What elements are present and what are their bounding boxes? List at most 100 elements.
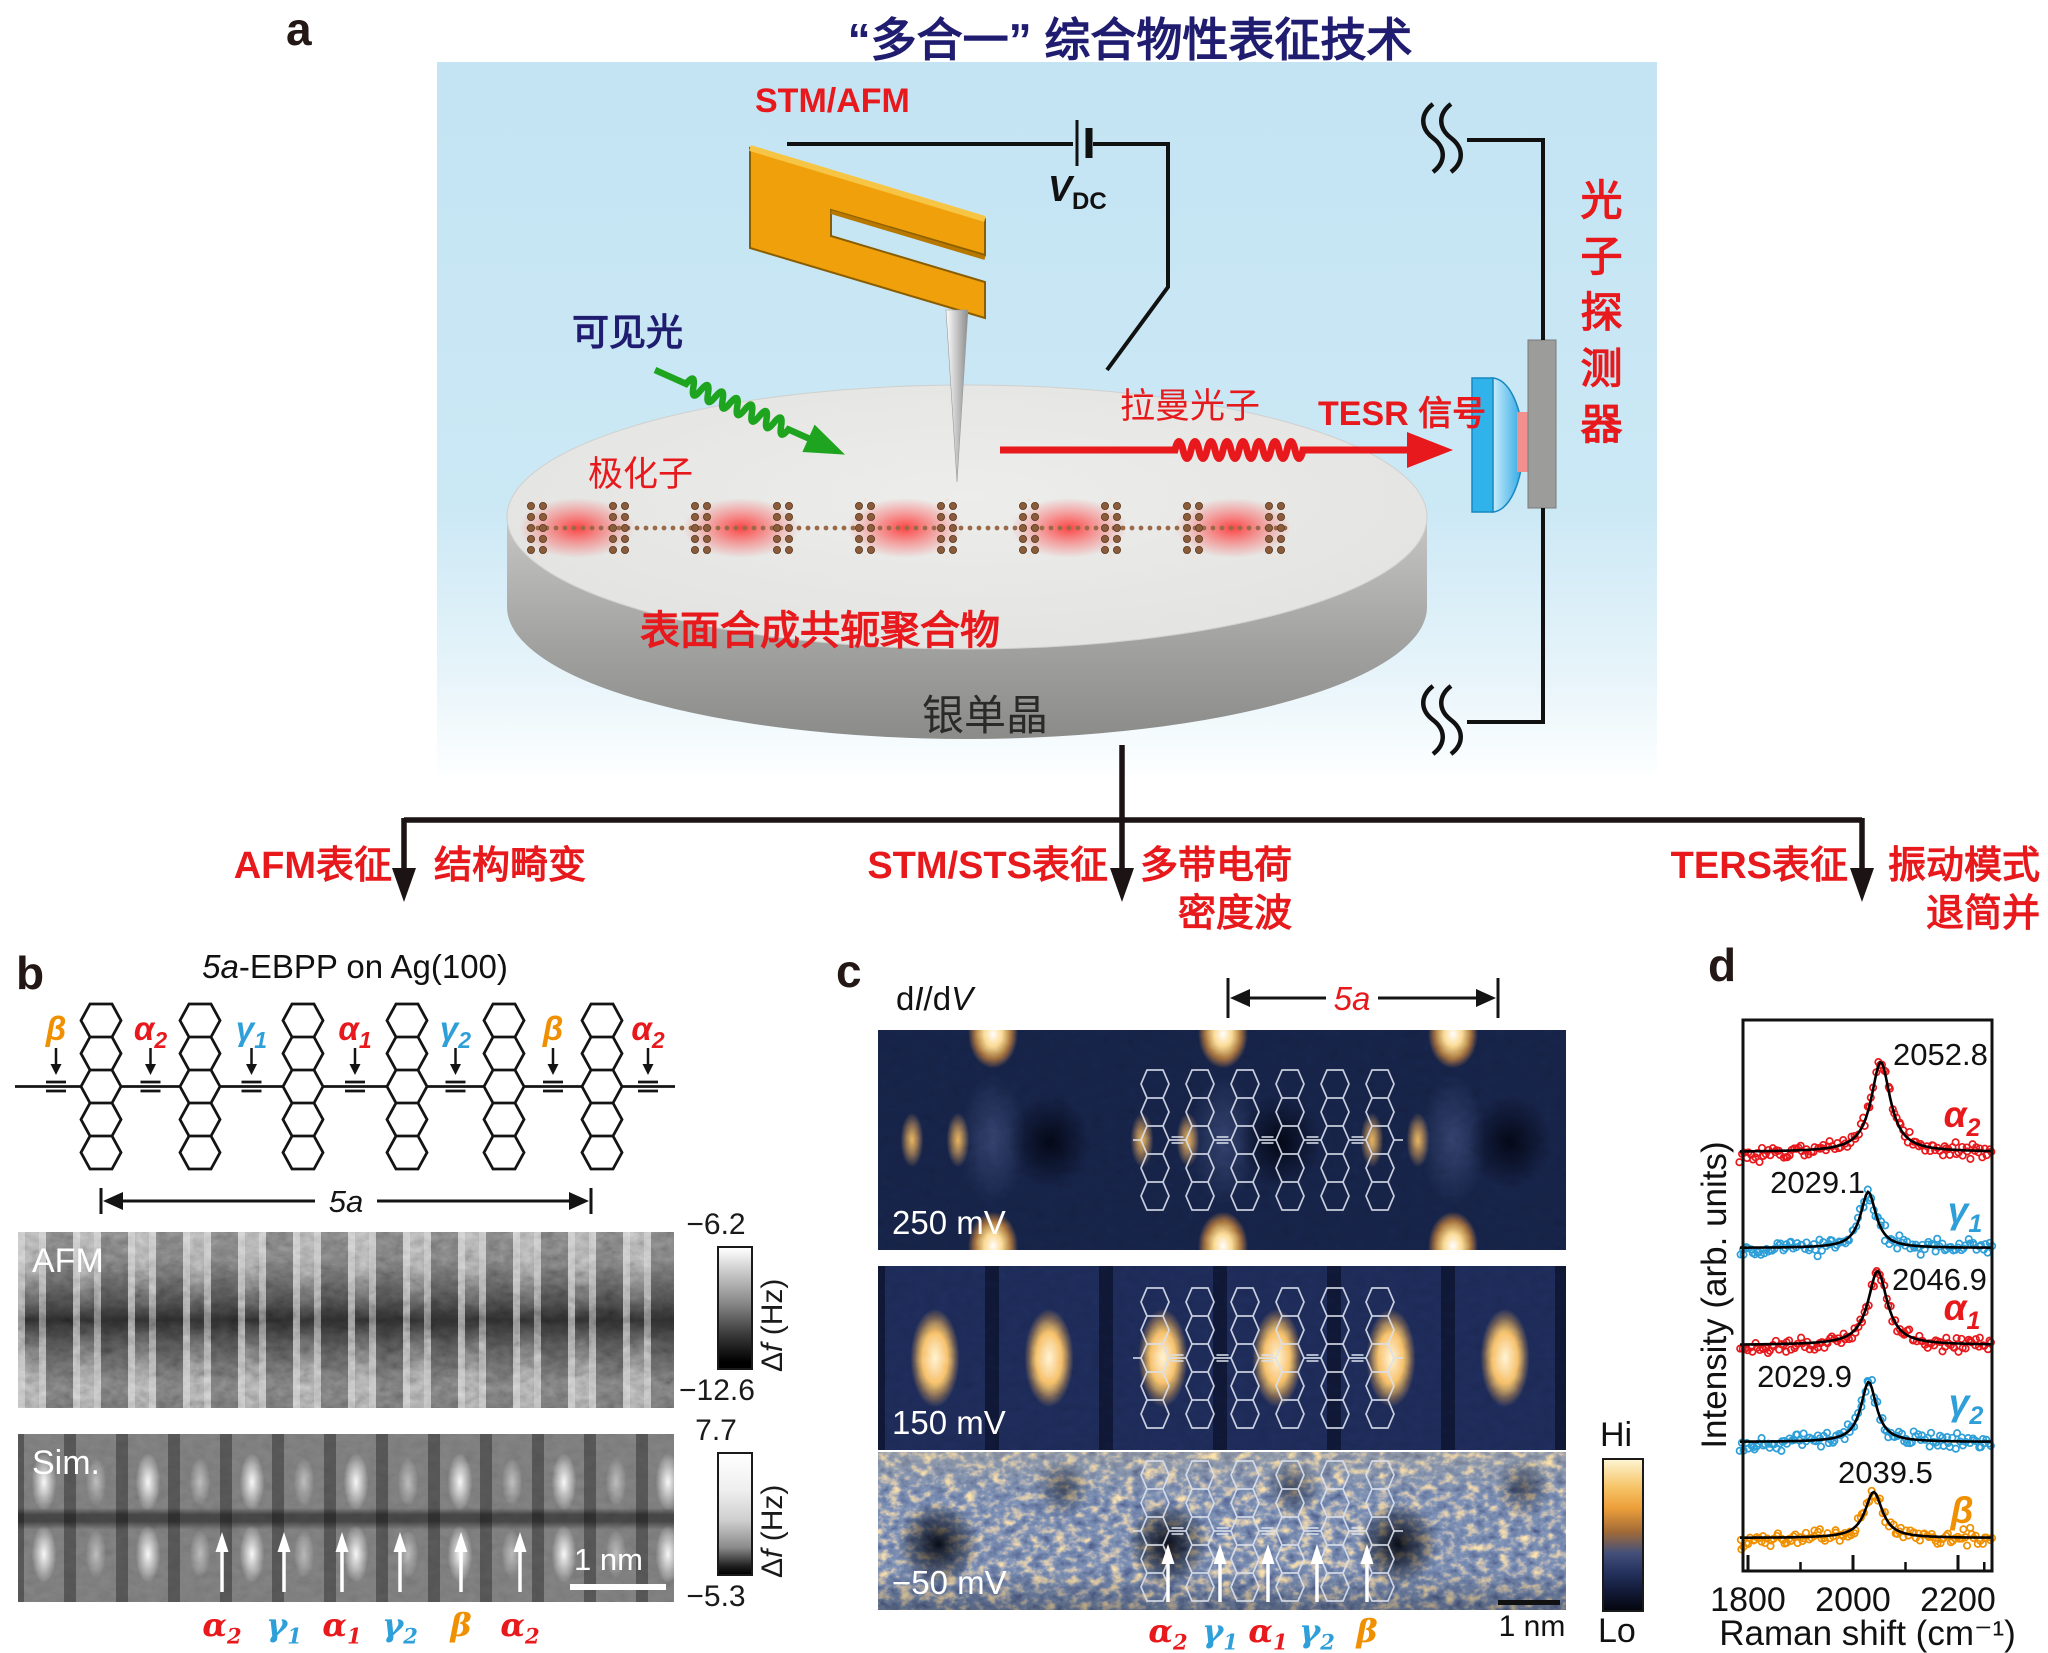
flow-stm-result-line2: 密度波 [1140, 890, 1292, 938]
x-axis-label: Raman shift (cm⁻¹) [1719, 1614, 2016, 1653]
chain-bead [725, 526, 730, 531]
photon-detector-label: 光子探测器 [1568, 178, 1629, 458]
molecule-atom [1265, 513, 1272, 520]
acene-column [283, 1004, 323, 1169]
span-label: 5a [1334, 980, 1371, 1017]
molecule-atom [773, 502, 780, 509]
span-arrow [1230, 989, 1250, 1007]
flow-ters-result: 振动模式 退简并 [1886, 842, 2040, 938]
molecule-h-atom [1027, 554, 1031, 558]
data-point [1756, 1159, 1762, 1165]
site-label: γ1 [1948, 1190, 1982, 1238]
molecule-atom [609, 513, 616, 520]
molecule-atom [1183, 502, 1190, 509]
map3-bias: −50 mV [892, 1564, 1007, 1602]
chain-bead [1148, 526, 1153, 531]
molecule-atom [937, 546, 944, 553]
molecule-atom [1195, 502, 1202, 509]
c-scalebar [1498, 1600, 1560, 1605]
polymer-label: 表面合成共轭聚合物 [640, 598, 1000, 656]
figure-title: “多合一” 综合物性表征技术 [580, 4, 1680, 70]
molecular-structure: β α2 γ1 α1 γ2 β α2 5a [15, 992, 680, 1232]
chain-bead [1004, 526, 1009, 531]
acene-column [484, 1004, 524, 1169]
molecule-atom [773, 535, 780, 542]
chain-bead [968, 526, 973, 531]
molecule-atom [703, 546, 710, 553]
sim-image: Sim. 1 nm [18, 1434, 674, 1602]
panel-b-title-italic: 5a [202, 948, 239, 985]
molecule-atom [937, 535, 944, 542]
didv-map-150mV: 150 mV [878, 1266, 1566, 1450]
chain-bead [824, 526, 829, 531]
chain-bead [1067, 526, 1072, 531]
molecule-atom [609, 535, 616, 542]
molecule-atom [1195, 513, 1202, 520]
panel-c-label: c [836, 944, 862, 998]
molecule-atom [855, 524, 862, 531]
acene-column [1321, 1288, 1349, 1428]
molecule-atom [1019, 502, 1026, 509]
molecule-atom [703, 535, 710, 542]
data-point [1894, 1245, 1900, 1251]
molecule-h-atom [617, 498, 621, 502]
molecule-h-atom [781, 498, 785, 502]
data-point [1964, 1542, 1970, 1548]
span-arrow [1476, 989, 1496, 1007]
acene-column [582, 1004, 622, 1169]
molecule-atom [1277, 546, 1284, 553]
molecule-atom [621, 535, 628, 542]
molecule-atom [867, 546, 874, 553]
chain-bead [680, 526, 685, 531]
c-colorbar [1602, 1458, 1644, 1612]
molecule-atom [1183, 513, 1190, 520]
map2-bias: 150 mV [892, 1404, 1006, 1442]
acene-column [81, 1004, 121, 1169]
site-label: γ2 [440, 1010, 471, 1053]
bias-label: VDC [1048, 168, 1107, 216]
molecule-atom [855, 535, 862, 542]
chain-bead [1166, 526, 1171, 531]
acene-column [1366, 1070, 1394, 1210]
chain-bead [635, 526, 640, 531]
flow-ters-method: TERS表征 [1648, 842, 1848, 890]
chain-bead [851, 526, 856, 531]
molecule-atom [527, 513, 534, 520]
didv-d1: d [896, 980, 914, 1017]
molecule-atom [691, 524, 698, 531]
white-arrow-head [394, 1532, 407, 1552]
site-label: α2 [500, 1606, 539, 1648]
site-arrow-head [548, 1064, 559, 1075]
detector-plate [1528, 340, 1556, 508]
molecule-atom [855, 502, 862, 509]
peak-value-label: 2029.9 [1757, 1359, 1852, 1394]
molecule-atom [949, 524, 956, 531]
molecule-atom [539, 546, 546, 553]
molecule-h-atom [1273, 498, 1277, 502]
molecule-h-atom [863, 554, 867, 558]
white-arrow-head [1162, 1544, 1175, 1564]
data-point [1906, 1129, 1912, 1135]
chain-bead [617, 526, 622, 531]
molecule-atom [539, 524, 546, 531]
chain-bead [986, 526, 991, 531]
molecule-h-atom [863, 498, 867, 502]
white-arrow-head [514, 1532, 527, 1552]
acene-column [1366, 1288, 1394, 1428]
molecule-atom [949, 513, 956, 520]
molecule-atom [773, 513, 780, 520]
site-arrow-head [450, 1064, 461, 1075]
site-arrow-head [246, 1064, 257, 1075]
molecule-h-atom [1191, 554, 1195, 558]
acene-column [1321, 1070, 1349, 1210]
acene-column [1141, 1070, 1169, 1210]
chain-bead [581, 526, 586, 531]
molecule-overlay [1133, 1283, 1403, 1433]
sim-scalebar [570, 1584, 666, 1590]
molecule-atom [785, 546, 792, 553]
molecule-atom [621, 513, 628, 520]
chain-bead [842, 526, 847, 531]
chain-bead [554, 526, 559, 531]
site-label: β [450, 1606, 471, 1644]
peak-value-label: 2046.9 [1892, 1262, 1987, 1297]
